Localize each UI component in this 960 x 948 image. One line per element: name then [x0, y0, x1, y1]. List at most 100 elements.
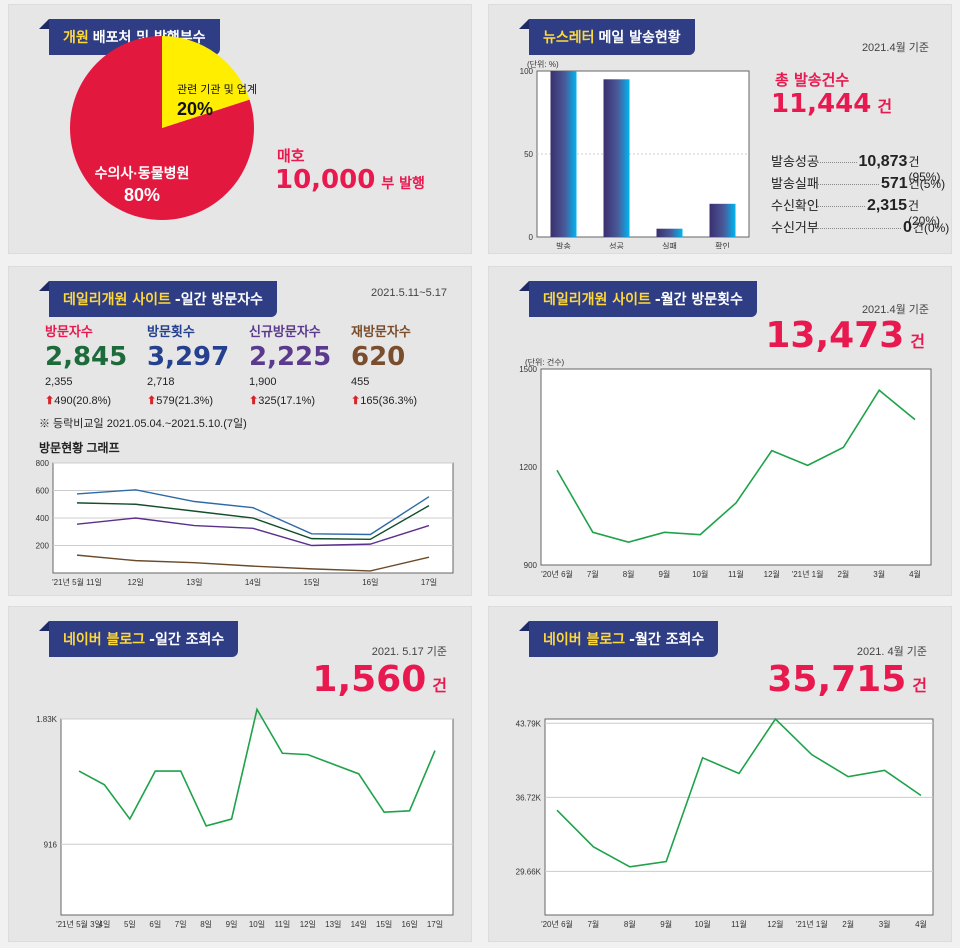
- date-note: 2021.4월 기준: [861, 304, 929, 316]
- monthly-visits-chart: (단위: 건수) 900 1200 1500 '20년 6월 7월 8월 9월 10월 11월 12…: [519, 357, 932, 579]
- panel-tab: 네이버 블로그 -일간 조회수: [38, 621, 239, 657]
- stat-label: 발송성공: [771, 154, 819, 169]
- total-value: 11,444: [771, 89, 872, 119]
- x-tick-label: 2월: [837, 569, 849, 579]
- panel-daily-visitors: 데일리개원 사이트 -일간 방문자수 2021.5.11~5.17 방문자수 2,…: [8, 266, 472, 596]
- tab-highlight: 네이버 블로그: [63, 632, 146, 648]
- tab-title: -월간 조회수: [629, 632, 705, 648]
- tab-title: -월간 방문횟수: [654, 292, 743, 308]
- issue-unit: 부 발행: [381, 176, 425, 192]
- series-line: [76, 489, 430, 536]
- date-note: 2021. 5.17 기준: [371, 646, 447, 658]
- big-count: 13,473 건: [765, 315, 925, 356]
- kpi-change: ⬆325(17.1%): [249, 394, 331, 407]
- panel-tab: 데일리개원 사이트 -월간 방문횟수: [519, 281, 757, 317]
- plot-area: [60, 718, 454, 916]
- y-tick-label: 1500: [519, 365, 537, 374]
- kpi-prev: 1,900: [249, 376, 277, 388]
- y-tick-label: 36.72K: [516, 793, 542, 802]
- kpi-value: 2,225: [249, 342, 332, 372]
- x-tick-label: 14일: [351, 920, 367, 929]
- kpi-change-value: 165(36.3%): [360, 395, 418, 407]
- stat-unit: 건(95%): [908, 155, 941, 184]
- stat-value: 2,315: [866, 197, 907, 214]
- compare-note: ※ 등락비교일 2021.05.04.~2021.5.10.(7일): [39, 418, 247, 430]
- kpi-title: 재방문자수: [351, 324, 411, 339]
- panel-distribution: 개원배포처 및 발행부수 수의사·동물병원 80% 관련 기관 및 업계 20%…: [8, 4, 472, 254]
- x-tick-label: 13일: [186, 578, 202, 587]
- date-note: 2021. 4월 기준: [856, 646, 927, 658]
- x-tick-label: 9월: [658, 569, 670, 579]
- up-arrow-icon: ⬆: [45, 395, 55, 407]
- x-tick-label: '20년 6월: [541, 919, 573, 929]
- bar: [603, 79, 630, 237]
- x-tick-label: '21년 5월 11일: [52, 577, 102, 587]
- stat-value: 10,873: [858, 153, 908, 170]
- stat-label: 수신거부: [771, 220, 819, 235]
- kpi-value: 3,297: [147, 342, 230, 372]
- stat-label: 발송실패: [771, 176, 819, 191]
- total-count: 11,444 건: [771, 89, 892, 119]
- kpi-new-visitors: 신규방문자수 2,225 1,900 ⬆325(17.1%): [249, 321, 331, 407]
- x-tick-label: 3월: [879, 919, 891, 929]
- x-tick-label: 확인: [715, 241, 730, 249]
- pie-slice-label: 수의사·동물병원: [94, 165, 190, 181]
- big-value: 13,473: [765, 315, 905, 356]
- x-tick-label: 10월: [694, 919, 710, 929]
- x-tick-label: 12월: [767, 919, 783, 929]
- bar-chart: (단위: %) 0 50 100 발송 성공 실패 확인: [520, 59, 750, 249]
- big-unit: 건: [432, 676, 447, 695]
- stat-unit: 건(0%): [912, 221, 950, 235]
- big-value: 1,560: [312, 659, 427, 700]
- graph-title: 방문현황 그래프: [39, 441, 120, 455]
- x-tick-label: '21년 1월: [796, 919, 828, 929]
- pie-slice: [162, 36, 250, 128]
- y-tick-label: 200: [36, 542, 50, 551]
- x-tick-label: 16일: [362, 578, 378, 587]
- plot-area: [544, 718, 934, 916]
- stat-value: 0: [903, 219, 912, 236]
- y-tick-label: 600: [36, 487, 50, 496]
- x-tick-label: 8월: [623, 569, 635, 579]
- kpi-visitors: 방문자수 2,845 2,355 ⬆490(20.8%): [45, 321, 127, 407]
- panel-monthly-visits: 데일리개원 사이트 -월간 방문횟수 2021.4월 기준 13,473 건 (단위…: [488, 266, 952, 596]
- x-tick-label: 9일: [226, 920, 238, 929]
- panel-tab: 데일리개원 사이트 -일간 방문자수: [39, 281, 277, 317]
- y-tick-label: 900: [524, 561, 538, 570]
- tab-highlight: 개원: [63, 30, 89, 46]
- up-arrow-icon: ⬆: [249, 395, 259, 407]
- kpi-prev: 455: [351, 376, 370, 388]
- x-tick-label: 9월: [660, 919, 672, 929]
- x-tick-label: 15일: [304, 578, 320, 587]
- pie-chart: [70, 36, 254, 221]
- pie-label-80: 수의사·동물병원 80%: [87, 163, 197, 206]
- kpi-title: 방문횟수: [147, 324, 195, 339]
- big-unit: 건: [910, 332, 925, 351]
- series-line: [556, 717, 922, 868]
- y-tick-label: 43.79K: [516, 719, 542, 728]
- stat-dots: [817, 228, 901, 229]
- tab-highlight: 데일리개원 사이트: [63, 292, 171, 308]
- issue-value: 10,000: [275, 165, 376, 195]
- panel-tab: 뉴스레터 메일 발송현황: [519, 19, 695, 55]
- x-tick-label: 7월: [587, 569, 599, 579]
- up-arrow-icon: ⬆: [351, 395, 361, 407]
- x-tick-label: 7월: [587, 919, 599, 929]
- stat-unit: 건(5%): [908, 177, 946, 191]
- kpi-change: ⬆490(20.8%): [45, 394, 127, 407]
- total-label: 총 발송건수: [775, 71, 850, 89]
- x-tick-label: 12일: [300, 920, 316, 929]
- panel-tab: 네이버 블로그 -월간 조회수: [518, 621, 719, 657]
- kpi-title: 방문자수: [45, 324, 93, 339]
- kpi-change-value: 579(21.3%): [156, 395, 214, 407]
- tab-highlight: 네이버 블로그: [543, 632, 626, 648]
- x-tick-label: 실패: [662, 241, 677, 249]
- y-tick-label: 100: [520, 67, 534, 76]
- stat-label: 수신확인: [771, 198, 819, 213]
- tab-title: -일간 조회수: [149, 632, 225, 648]
- x-tick-label: 2월: [842, 919, 854, 929]
- kpi-prev: 2,718: [147, 376, 175, 388]
- big-value: 35,715: [767, 659, 907, 700]
- x-tick-label: 11일: [275, 920, 291, 929]
